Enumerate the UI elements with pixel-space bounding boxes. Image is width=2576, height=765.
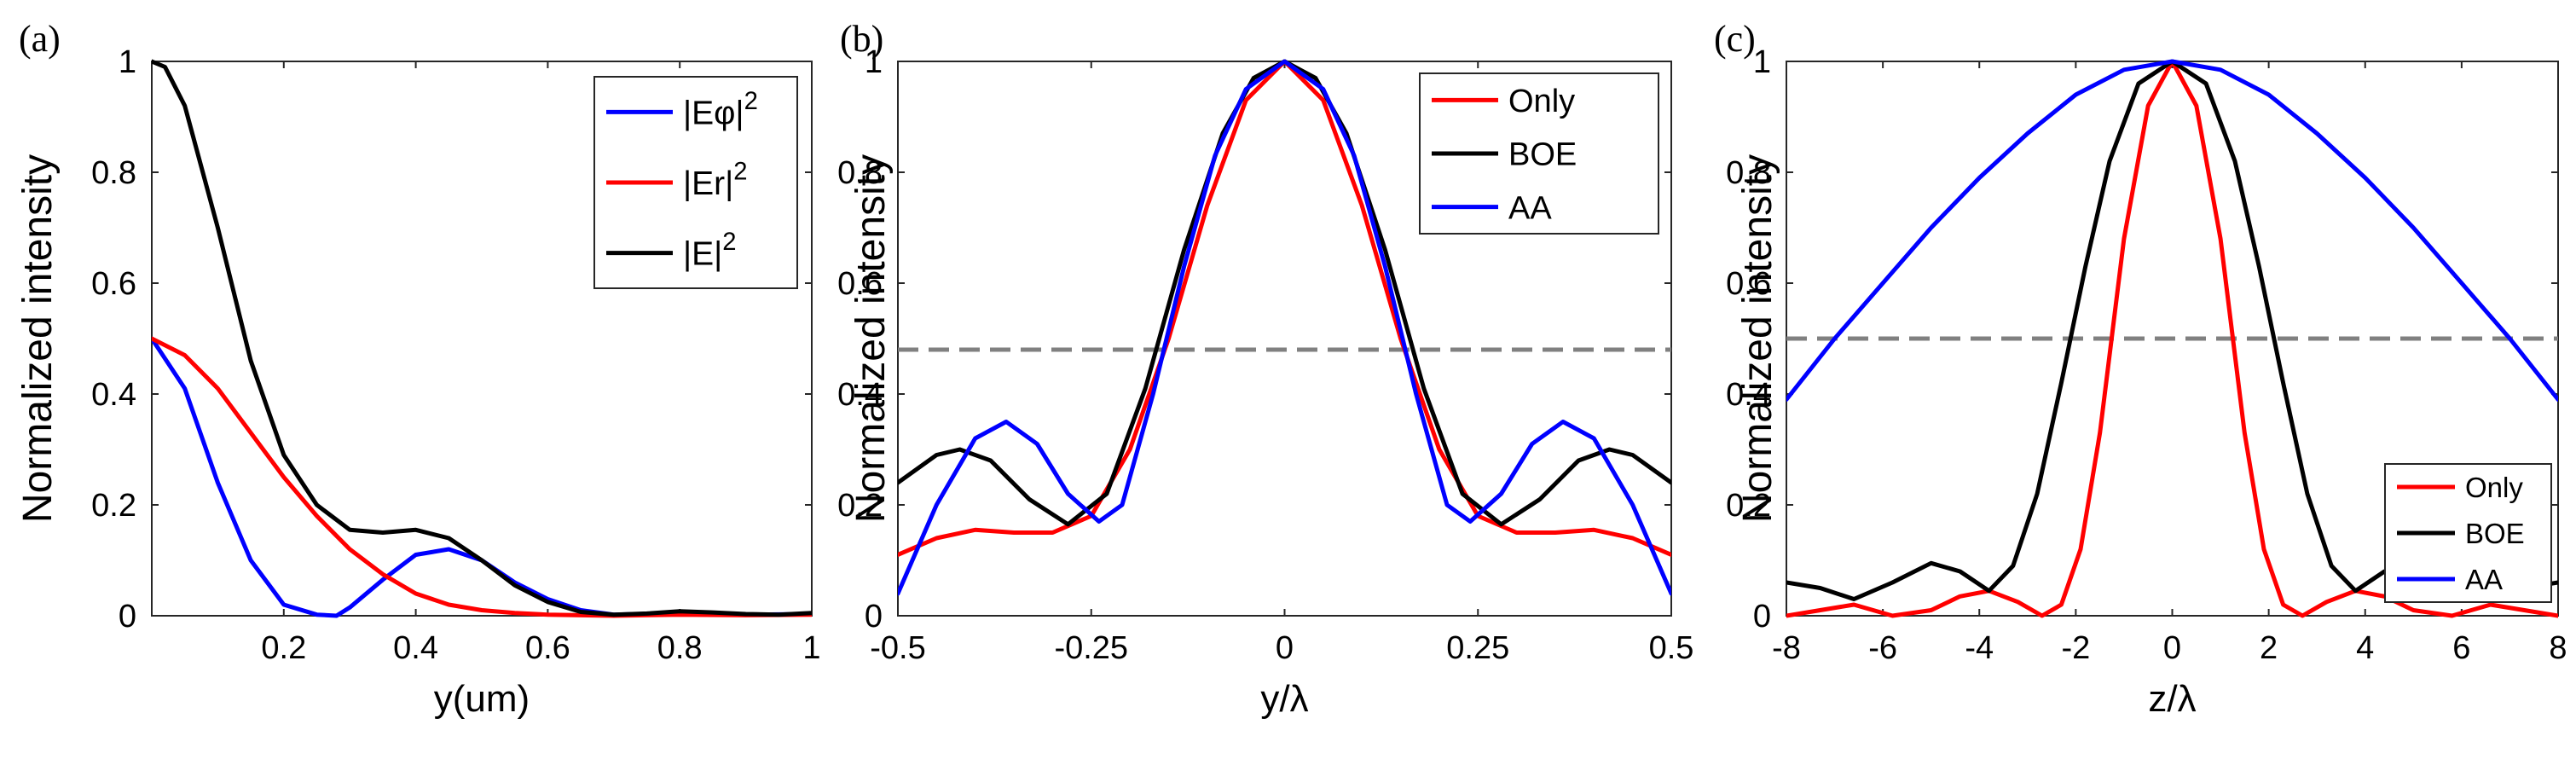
panel-c: -8 -6 -4 -2 0 2 4 6 8 0 0.2 0.4 0.6 0.8 1 z/λ Normalized… [1714,18,2567,720]
legend-label: BOE [1508,137,1577,173]
x-tick-label: 0.2 [261,630,306,666]
x-tick-label: 2 [2260,630,2278,666]
x-tick-label: -8 [1772,630,1801,666]
y-tick-label: 0.8 [837,155,883,191]
y-tick-label: 0 [865,599,883,635]
x-tick-label: -4 [1965,630,1994,666]
y-tick-label: 0 [1753,599,1771,635]
series-line-e-a [152,59,812,617]
x-tick-label: 6 [2452,630,2470,666]
x-tick-label: 0.5 [1649,630,1694,666]
x-tick-label: 0.25 [1446,630,1509,666]
panel-label-b: (b) [840,18,883,60]
legend-label: Only [1508,84,1575,119]
legend-label-superscript: 2 [722,229,736,256]
y-tick-label: 0.6 [91,266,136,302]
legend-label: Only [2465,472,2523,503]
y-tick-label: 0.8 [1726,155,1771,191]
x-tick-label: 0.6 [525,630,570,666]
y-tick-label: 0.6 [837,266,883,302]
legend-label: BOE [2465,518,2525,549]
panel-label-c: (c) [1714,18,1756,60]
x-tick-label: -2 [2061,630,2090,666]
y-tick-label: 0.2 [837,488,883,524]
x-tick-label: 0 [1276,630,1294,666]
legend-b: Only BOE AA [1419,72,1659,235]
legend-label-superscript: 2 [733,158,747,185]
y-tick-label: 0.2 [91,488,136,524]
series-line-aa-b [898,59,1671,596]
y-axis-label-c: Normalized intensity [1735,154,1780,523]
legend-label: AA [2465,564,2503,595]
legend-label: AA [1508,190,1552,226]
y-tick-label: 1 [119,44,136,80]
x-tick-label: 0.4 [393,630,438,666]
y-tick-label: 0.4 [837,377,883,413]
legend-label: |E|2 [683,229,737,273]
legend-label-superscript: 2 [744,88,758,115]
y-tick-label: 0.6 [1726,266,1771,302]
x-axis-label-a: y(um) [434,678,530,720]
series-line-aa-c [1786,59,2558,402]
legend-a: |Eφ|2|Er|2|E|2 [593,76,798,289]
panel-a: 0.2 0.4 0.6 0.8 1 0 0.2 0.4 0.6 0.8 1 y(um) Normaliz… [15,18,821,720]
panel-label-a: (a) [19,18,61,60]
y-tick-label: 0.8 [91,155,136,191]
y-tick-label: 0.4 [91,377,136,413]
x-tick-label: 1 [802,630,820,666]
y-tick-label: 0.2 [1726,488,1771,524]
panel-b: -0.5 -0.25 0 0.25 0.5 0 0.2 0.4 0.6 0.8 1 y/λ Normal… [837,18,1693,720]
x-tick-label: -0.5 [870,630,925,666]
x-tick-label: 8 [2549,630,2567,666]
y-axis-label-a: Normalized intensity [15,154,61,523]
x-tick-label: 0.8 [657,630,703,666]
x-tick-label: -0.25 [1054,630,1128,666]
y-tick-label: 1 [1753,44,1771,80]
x-tick-label: -6 [1868,630,1897,666]
x-tick-label: 0 [2163,630,2181,666]
legend-c: Only BOE AA [2384,463,2552,603]
x-axis-label-c: z/λ [2148,678,2196,720]
x-tick-label: 4 [2356,630,2374,666]
y-tick-label: 1 [865,44,883,80]
y-tick-label: 0 [119,599,136,635]
x-axis-label-b: y/λ [1260,678,1308,720]
y-axis-label-b: Normalized intensity [848,154,894,523]
y-tick-label: 0.4 [1726,377,1771,413]
